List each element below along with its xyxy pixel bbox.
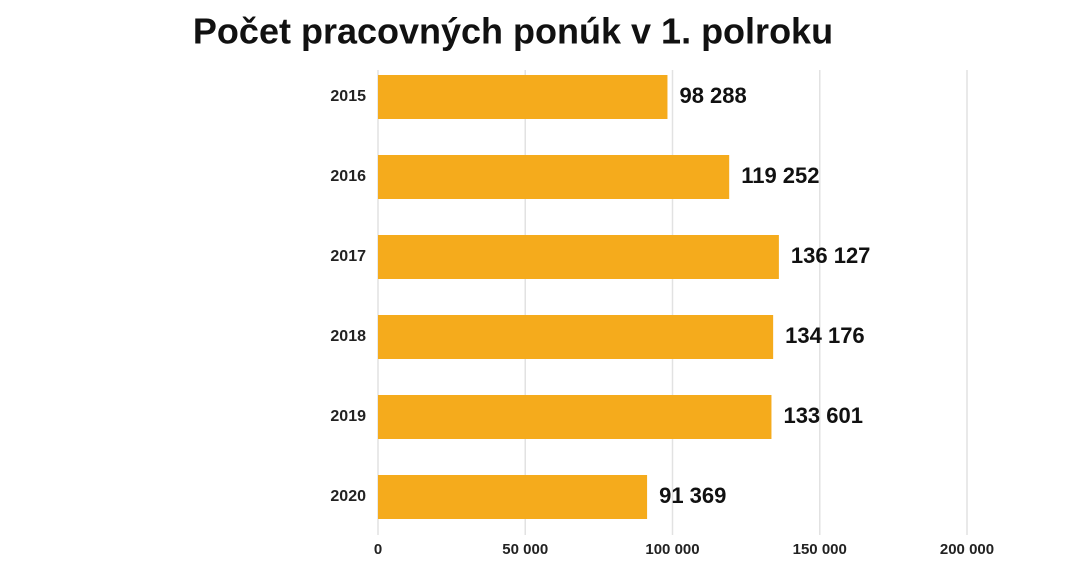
value-label: 98 288 bbox=[679, 83, 746, 108]
value-label: 119 252 bbox=[741, 163, 819, 188]
x-tick-label: 200 000 bbox=[940, 541, 994, 558]
y-tick-label: 2017 bbox=[330, 248, 366, 265]
chart-title: Počet pracovných ponúk v 1. polroku bbox=[193, 11, 833, 52]
y-tick-label: 2016 bbox=[330, 168, 366, 185]
value-label: 134 176 bbox=[785, 323, 865, 348]
value-label: 91 369 bbox=[659, 483, 726, 508]
value-label: 136 127 bbox=[791, 243, 871, 268]
y-tick-label: 2020 bbox=[330, 488, 366, 505]
bar bbox=[378, 75, 668, 119]
bar bbox=[378, 155, 730, 199]
x-tick-label: 100 000 bbox=[645, 541, 699, 558]
bar bbox=[378, 235, 779, 279]
y-tick-label: 2015 bbox=[330, 88, 366, 105]
x-tick-label: 150 000 bbox=[793, 541, 847, 558]
bar bbox=[378, 395, 772, 439]
x-tick-label: 50 000 bbox=[502, 541, 548, 558]
y-tick-label: 2018 bbox=[330, 328, 366, 345]
value-label: 133 601 bbox=[783, 403, 863, 428]
bar bbox=[378, 315, 774, 359]
y-tick-label: 2019 bbox=[330, 408, 366, 425]
bar bbox=[378, 475, 648, 519]
x-tick-label: 0 bbox=[374, 541, 382, 558]
